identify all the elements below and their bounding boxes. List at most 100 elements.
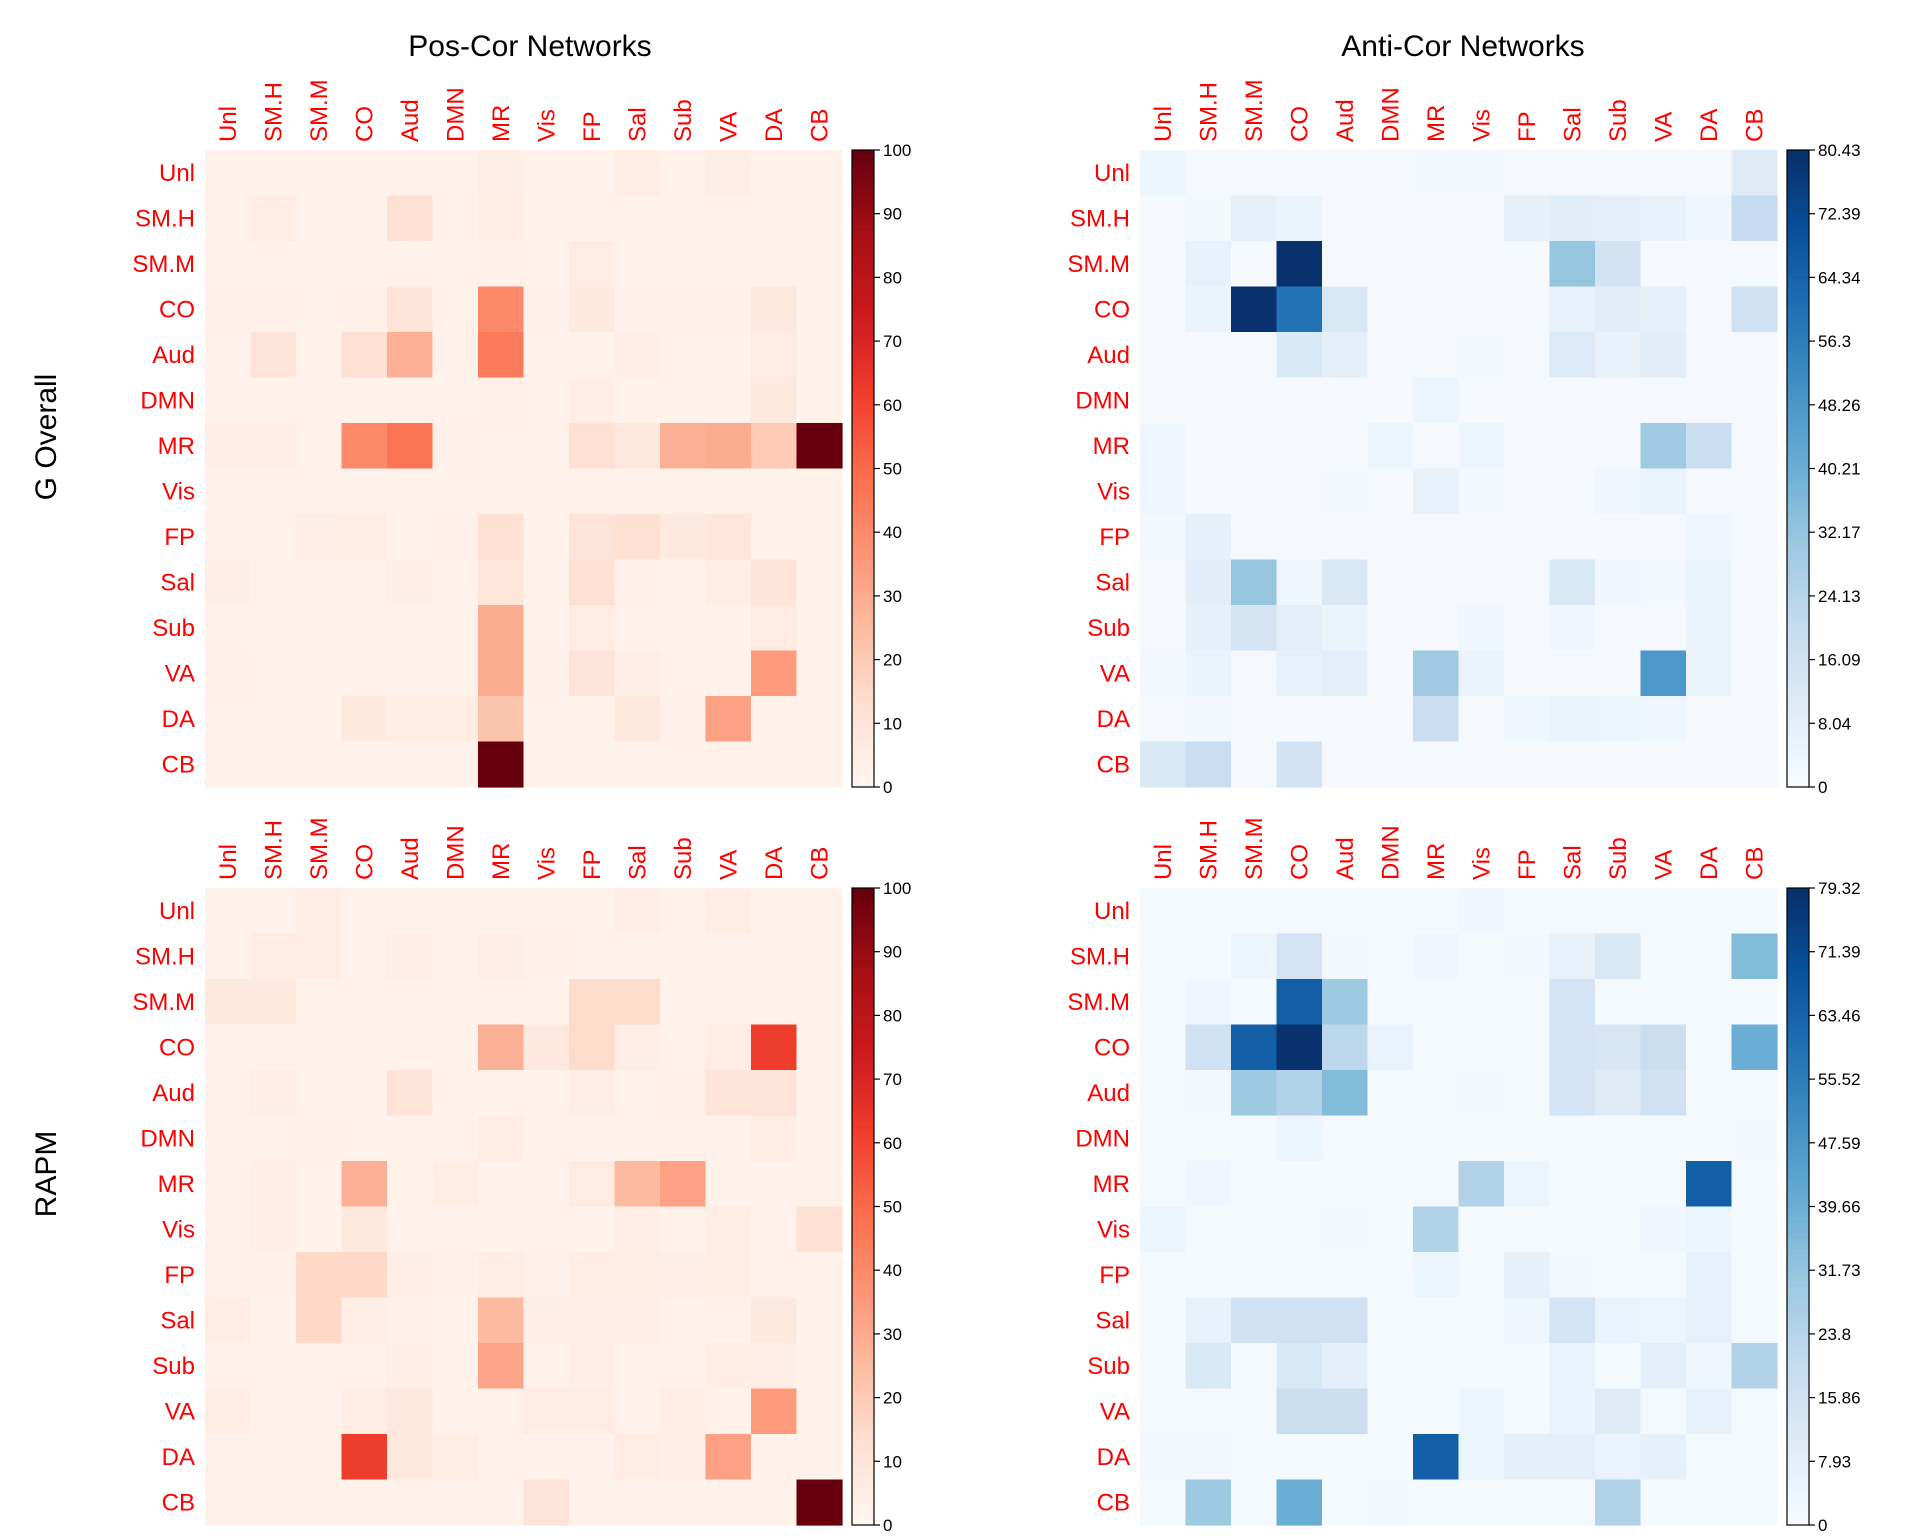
heatmap-cell	[751, 1343, 798, 1390]
heatmap-cell	[796, 741, 843, 788]
heatmap-cell	[1504, 150, 1551, 197]
heatmap-cell	[1367, 332, 1414, 379]
heatmap-cell	[1276, 741, 1323, 788]
colorbar-segment	[852, 160, 874, 167]
heatmap-cell	[1140, 1297, 1187, 1344]
heatmap-cell	[1276, 150, 1323, 197]
column-tick-label: Sal	[624, 107, 651, 142]
heatmap-cell	[1140, 1070, 1187, 1117]
colorbar-segment	[1787, 1158, 1809, 1165]
colorbar-segment	[852, 1126, 874, 1133]
colorbar-segment	[1787, 171, 1809, 178]
row-tick-label: MR	[158, 1171, 195, 1198]
heatmap-cell	[751, 1388, 798, 1435]
heatmap-cell	[614, 1343, 661, 1390]
heatmap-cell	[1231, 1252, 1278, 1299]
heatmap-cell	[205, 150, 252, 197]
heatmap-cell	[569, 933, 616, 980]
heatmap-cell	[751, 1206, 798, 1253]
heatmap-cell	[796, 605, 843, 652]
colorbar-segment	[852, 1227, 874, 1234]
colorbar-segment	[1787, 1126, 1809, 1133]
colorbar-segment	[1787, 1036, 1809, 1043]
colorbar-segment	[1787, 951, 1809, 958]
colorbar-tick-label: 0	[883, 1516, 892, 1535]
heatmap-cell	[660, 1297, 707, 1344]
heatmap-cell	[751, 1479, 798, 1526]
heatmap-cell	[1185, 888, 1232, 935]
heatmap-cell	[1731, 150, 1778, 197]
heatmap-cell	[296, 696, 343, 743]
colorbar-segment	[1787, 229, 1809, 236]
heatmap-cell	[523, 1479, 570, 1526]
heatmap-cell	[1413, 696, 1460, 743]
colorbar-segment	[1787, 1153, 1809, 1160]
heatmap-cell	[387, 1070, 434, 1117]
heatmap-cell	[1367, 1252, 1414, 1299]
colorbar-segment	[1787, 781, 1809, 788]
colorbar-segment	[1787, 298, 1809, 305]
colorbar-segment	[852, 1179, 874, 1186]
heatmap-cell	[751, 195, 798, 242]
colorbar-segment	[1787, 585, 1809, 592]
heatmap-cell	[660, 1343, 707, 1390]
heatmap-cell	[1731, 286, 1778, 333]
colorbar-segment	[1787, 250, 1809, 257]
row-tick-label: DMN	[1075, 1125, 1130, 1152]
heatmap-cell	[1686, 650, 1733, 697]
row-tick-label: Unl	[159, 898, 195, 925]
colorbar-segment	[852, 702, 874, 708]
heatmap-cell	[1504, 423, 1551, 470]
heatmap-cell	[1640, 1161, 1687, 1208]
heatmap-cell	[1322, 605, 1369, 652]
heatmap-cell	[1185, 1070, 1232, 1117]
heatmap-cell	[478, 741, 525, 788]
heatmap-cell	[751, 650, 798, 697]
heatmap-cell	[614, 1161, 661, 1208]
heatmap-cell	[341, 241, 388, 288]
colorbar-segment	[1787, 1004, 1809, 1011]
row-tick-label: Vis	[1097, 1216, 1130, 1243]
heatmap-cell	[660, 377, 707, 424]
colorbar-segment	[852, 250, 874, 257]
colorbar-segment	[1787, 404, 1809, 411]
heatmap-cell	[1458, 696, 1505, 743]
heatmap-cell	[1640, 559, 1687, 606]
heatmap-cell	[341, 1161, 388, 1208]
colorbar-segment	[852, 941, 874, 947]
heatmap-cell	[1549, 150, 1596, 197]
colorbar-segment	[1787, 1201, 1809, 1208]
heatmap-cell	[569, 1206, 616, 1253]
row-tick-label: DMN	[1075, 387, 1130, 414]
heatmap-cell	[705, 195, 752, 242]
colorbar-segment	[1787, 1052, 1809, 1059]
heatmap-cell	[1686, 241, 1733, 288]
colorbar-segment	[852, 1259, 874, 1266]
colorbar-segment	[1787, 208, 1809, 215]
heatmap-cell	[1276, 195, 1323, 242]
row-tick-label: Sub	[1087, 1353, 1130, 1380]
heatmap-cell	[205, 1297, 252, 1344]
heatmap-cell	[1231, 1479, 1278, 1526]
heatmap-cell	[1367, 377, 1414, 424]
colorbar-segment	[852, 776, 874, 783]
heatmap-cell	[1140, 286, 1187, 333]
colorbar-segment	[852, 659, 874, 666]
heatmap-cell	[660, 979, 707, 1026]
heatmap-cell	[1322, 1434, 1369, 1481]
heatmap-cell	[387, 423, 434, 470]
colorbar-segment	[852, 489, 874, 496]
colorbar-segment	[1787, 1376, 1809, 1383]
row-tick-label: Sub	[1087, 615, 1130, 642]
colorbar-segment	[852, 765, 874, 772]
heatmap-cell	[387, 696, 434, 743]
heatmap-cell	[614, 1024, 661, 1071]
row-tick-label: Sal	[1095, 1307, 1130, 1334]
colorbar-segment	[1787, 1317, 1809, 1324]
heatmap-cell	[1549, 332, 1596, 379]
colorbar-segment	[852, 1047, 874, 1054]
heatmap-cell	[1231, 468, 1278, 515]
heatmap-cell	[614, 286, 661, 333]
heatmap-cell	[660, 1161, 707, 1208]
